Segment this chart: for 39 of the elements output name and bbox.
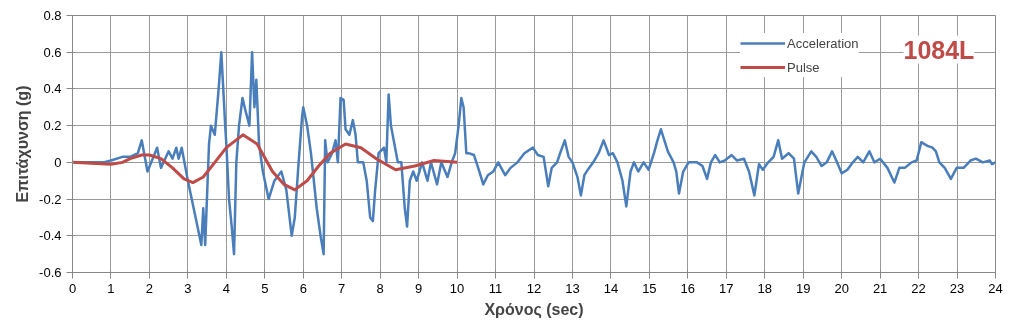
x-axis-title: Χρόνος (sec)	[484, 300, 584, 319]
x-tick-label: 23	[949, 280, 965, 296]
x-tick-label: 0	[68, 280, 77, 296]
x-tick-label: 15	[642, 280, 657, 296]
x-tick-label: 2	[145, 280, 154, 296]
x-tick-label: 9	[415, 280, 423, 296]
x-tick-label: 20	[834, 280, 849, 296]
y-tick-label: 0	[54, 154, 62, 170]
y-tick-label: 0.8	[43, 8, 62, 23]
x-tick-label: 19	[795, 280, 811, 296]
x-tick-label: 6	[299, 280, 307, 296]
x-tick-label: 22	[911, 280, 926, 296]
x-tick-label: 1	[107, 280, 115, 296]
y-tick-label: -0.2	[39, 191, 62, 207]
y-tick-label: 0.6	[43, 44, 62, 60]
line-series	[72, 133, 459, 192]
x-tick-label: 3	[184, 280, 192, 296]
y-tick-label: -0.4	[39, 228, 62, 244]
legend-label: Pulse	[787, 59, 820, 75]
x-tick-label: 14	[603, 280, 619, 296]
x-tick-label: 18	[757, 280, 772, 296]
x-tick-label: 24	[988, 280, 1003, 296]
x-tick-label: 8	[376, 280, 384, 296]
y-tick-label: -0.6	[39, 265, 62, 280]
y-axis-title: Επιτάχυνση (g)	[14, 85, 32, 203]
y-tick-label: 0.4	[43, 81, 62, 97]
legend-label: Acceleration	[787, 35, 859, 51]
annotation: 1084L	[903, 35, 975, 64]
x-tick-label: 7	[338, 280, 346, 296]
x-tick-label: 21	[872, 280, 888, 296]
x-tick-label: 10	[449, 280, 465, 296]
x-tick-label: 4	[222, 280, 230, 296]
y-tick-label: 0.2	[43, 118, 62, 134]
x-tick-label: 16	[680, 280, 696, 296]
x-tick-label: 11	[488, 280, 503, 296]
x-tick-label: 17	[719, 280, 734, 296]
x-tick-label: 5	[261, 280, 269, 296]
x-tick-label: 12	[526, 280, 542, 296]
x-tick-label: 13	[565, 280, 580, 296]
